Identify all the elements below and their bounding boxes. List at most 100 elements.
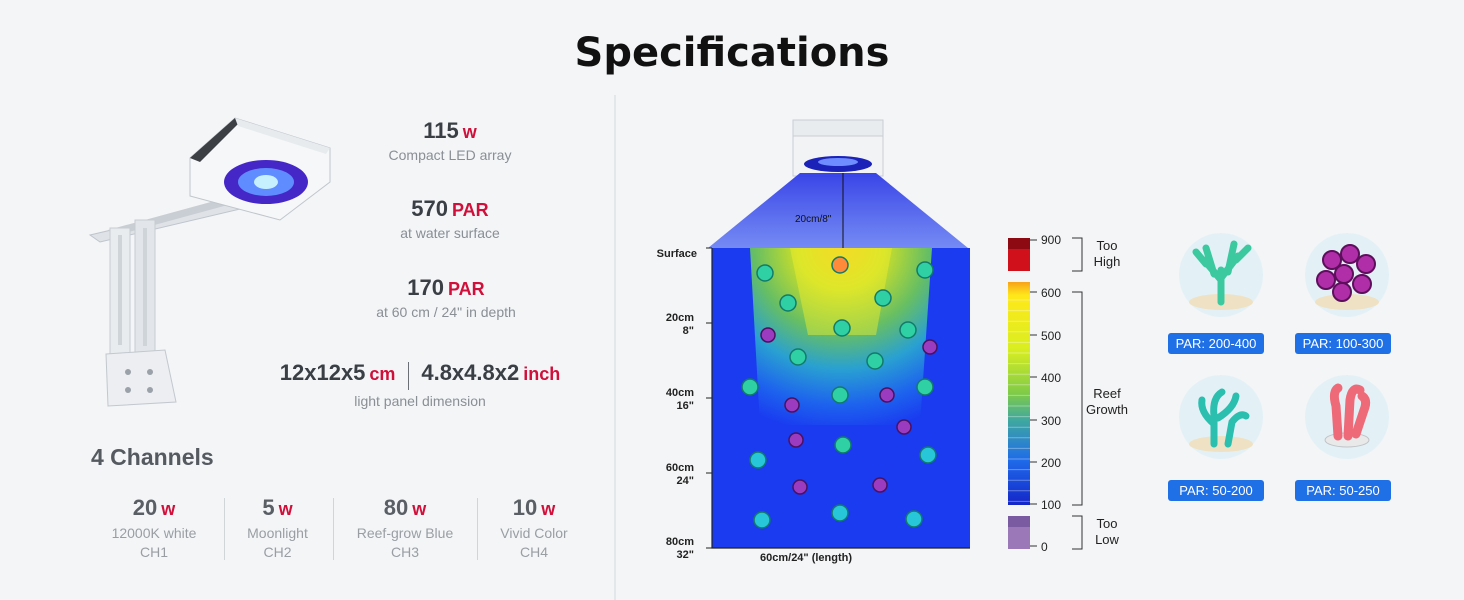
zone-reef-growth: Reef Growth [1086,386,1128,417]
channel-1-code: CH1 [139,544,168,560]
channels-title: 4 Channels [91,444,214,470]
channel-3-code: CH3 [390,544,419,560]
channel-3-unit: w [412,499,427,519]
channel-separator [333,498,334,560]
soft-coral-icon [1179,375,1263,459]
coral-marker [916,378,934,396]
coral-par-badge-2: PAR: 100-300 [1295,333,1391,354]
mount-height-label: 20cm/8" [795,214,832,225]
spec-dimension: 12x12x5 cm 4.8x4.8x2 inch light panel dime… [250,360,590,409]
scale-tick-400: 400 [1041,371,1062,385]
branching-coral-icon [1179,233,1263,317]
zone-too-low: Too Low [1095,516,1119,547]
red-coral-icon [1305,375,1389,459]
par-depth-value: 170 [407,275,445,300]
scale-tick-900: 900 [1041,233,1062,247]
coral-marker [792,479,808,495]
coral-marker [866,352,884,370]
depth-label-40cm: 40cm 16" [665,387,694,412]
channel-4-unit: w [541,499,556,519]
channel-1-desc: 12000K white [111,525,197,541]
channel-separator [224,498,225,560]
coral-marker [831,504,849,522]
scale-tick-300: 300 [1041,414,1062,428]
coral-marker [899,321,917,339]
channel-2-code: CH2 [263,544,292,560]
scale-tick-0: 0 [1041,540,1048,554]
par-depth-unit: PAR [448,279,485,299]
coral-marker [831,256,849,274]
channel-2-desc: Moonlight [247,525,308,541]
length-label: 60cm/24" (length) [760,552,853,564]
coral-marker [753,511,771,529]
light-distribution-diagram [706,119,970,549]
coral-marker [922,339,938,355]
channel-separator [477,498,478,560]
dimension-inch-unit: inch [523,364,561,384]
par-color-scale [1008,238,1037,549]
coral-marker [834,436,852,454]
zoanthid-coral-icon [1305,233,1389,317]
power-value: 115 [423,118,459,143]
channel-3-desc: Reef-grow Blue [356,525,454,541]
coral-markers [741,256,938,529]
channel-1-value: 20 [132,495,158,520]
power-desc: Compact LED array [388,147,512,163]
channel-4-code: CH4 [519,544,548,560]
coral-marker [741,378,759,396]
coral-par-badge-4: PAR: 50-250 [1295,480,1391,501]
fixture-top [792,119,884,137]
coral-marker [874,289,892,307]
coral-marker [749,451,767,469]
depth-label-60cm: 60cm 24" [665,462,694,487]
coral-marker [896,419,912,435]
dimension-desc: light panel dimension [354,392,486,409]
coral-marker [905,510,923,528]
coral-marker [756,264,774,282]
dimension-separator [407,361,409,390]
channel-1-unit: w [161,499,176,519]
scale-tick-500: 500 [1041,329,1062,343]
scale-brackets [1072,237,1083,550]
coral-marker [872,477,888,493]
coral-marker [831,386,849,404]
coral-marker [879,387,895,403]
channel-4-desc: Vivid Color [500,525,568,541]
depth-label-80cm: 80cm 32" [665,536,694,561]
zone-too-high: Too High [1093,238,1121,269]
channel-4-value: 10 [512,495,538,520]
coral-par-badge-1: PAR: 200-400 [1168,333,1264,354]
coral-marker [916,261,934,279]
coral-marker [788,432,804,448]
light-beam [708,173,968,248]
par-surface-value: 570 [411,196,449,221]
coral-marker [779,294,797,312]
power-unit: w [462,122,477,142]
par-surface-desc: at water surface [400,225,500,241]
dimension-cm-value: 12x12x5 [279,360,366,385]
spec-par-surface: 570 PAR at water surface [340,196,560,241]
dimension-cm-unit: cm [369,364,396,384]
dimension-inch-value: 4.8x4.8x2 [421,360,520,385]
coral-marker [760,327,776,343]
led-light-product-image [88,117,331,407]
scale-tick-600: 600 [1041,286,1062,300]
coral-marker [833,319,851,337]
channel-4: 10 w Vivid Color CH4 [484,495,584,562]
channel-2-value: 5 [262,495,275,520]
channel-1: 20 w 12000K white CH1 [98,495,210,562]
coral-marker [784,397,800,413]
coral-marker [919,446,937,464]
spec-power: 115 w Compact LED array [340,118,560,163]
channel-2-unit: w [278,499,293,519]
coral-marker [789,348,807,366]
reef-growth-bar [1008,282,1030,505]
depth-label-20cm: 20cm 8" [665,312,694,337]
depth-label-surface: Surface [656,248,697,260]
coral-par-badge-3: PAR: 50-200 [1168,480,1264,501]
par-depth-desc: at 60 cm / 24" in depth [376,304,516,320]
scale-tick-100: 100 [1041,498,1062,512]
channel-3: 80 w Reef-grow Blue CH3 [340,495,470,562]
section-divider [614,95,616,600]
